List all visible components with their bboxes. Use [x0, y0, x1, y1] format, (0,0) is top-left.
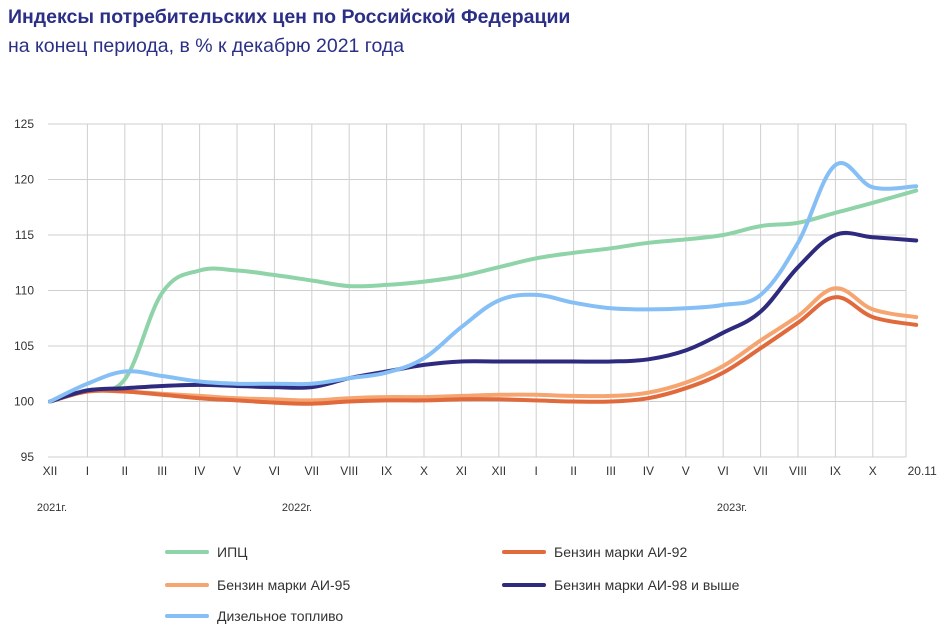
legend-swatch	[502, 550, 546, 554]
x-tick-label: XI	[456, 464, 467, 478]
legend-swatch	[502, 583, 546, 587]
x-tick-label: X	[420, 464, 428, 478]
year-label: 2023г.	[717, 502, 747, 514]
x-tick-label: III	[157, 464, 167, 478]
legend-item-ai95: Бензин марки АИ-95	[165, 577, 350, 593]
x-tick-label: VIII	[789, 464, 807, 478]
y-tick-label: 95	[21, 450, 35, 464]
x-tick-label: IX	[830, 464, 841, 478]
x-tick-label: I	[86, 464, 89, 478]
legend-swatch	[165, 583, 209, 587]
year-label: 2021г.	[37, 502, 67, 514]
x-tick-label: IX	[381, 464, 392, 478]
chart-title: Индексы потребительских цен по Российско…	[8, 6, 571, 28]
series-line-ai92	[48, 295, 919, 406]
year-label: 2022г.	[282, 502, 312, 514]
series-line-ai95	[48, 286, 919, 404]
y-tick-label: 105	[14, 339, 34, 353]
series-line-cpi	[48, 188, 919, 404]
x-tick-label: X	[869, 464, 877, 478]
x-tick-label: VI	[269, 464, 280, 478]
series-line-diesel	[48, 161, 919, 404]
legend-label: ИПЦ	[217, 544, 248, 560]
legend-item-ai98: Бензин марки АИ-98 и выше	[502, 577, 739, 593]
x-tick-label: 20.11	[908, 464, 937, 478]
legend-item-cpi: ИПЦ	[165, 544, 247, 560]
x-tick-label: I	[535, 464, 538, 478]
y-tick-label: 120	[14, 173, 34, 187]
x-tick-label: IV	[643, 464, 654, 478]
x-tick-label: II	[121, 464, 128, 478]
legend-label: Бензин марки АИ-98 и выше	[554, 577, 740, 593]
x-tick-label: VII	[753, 464, 768, 478]
y-tick-label: 125	[14, 117, 34, 131]
chart-subtitle: на конец периода, в % к декабрю 2021 год…	[8, 35, 405, 57]
series-line-ai98	[48, 230, 919, 404]
x-tick-label: VII	[304, 464, 319, 478]
x-tick-label: II	[570, 464, 577, 478]
y-tick-label: 110	[15, 284, 34, 298]
x-tick-label: V	[682, 464, 690, 478]
x-tick-label: XII	[491, 464, 506, 478]
x-tick-label: XII	[43, 464, 58, 478]
legend-label: Бензин марки АИ-92	[554, 544, 688, 560]
x-tick-label: VIII	[340, 464, 358, 478]
y-tick-label: 100	[14, 395, 34, 409]
legend-label: Дизельное топливо	[217, 608, 344, 624]
legend-swatch	[165, 550, 209, 554]
legend-label: Бензин марки АИ-95	[217, 577, 351, 593]
legend-item-diesel: Дизельное топливо	[165, 608, 343, 624]
x-tick-label: VI	[718, 464, 729, 478]
x-tick-label: III	[606, 464, 616, 478]
x-tick-label: V	[233, 464, 241, 478]
legend-item-ai92: Бензин марки АИ-92	[502, 544, 687, 560]
x-tick-label: IV	[194, 464, 205, 478]
legend-swatch	[165, 614, 209, 618]
y-tick-label: 115	[15, 228, 34, 242]
